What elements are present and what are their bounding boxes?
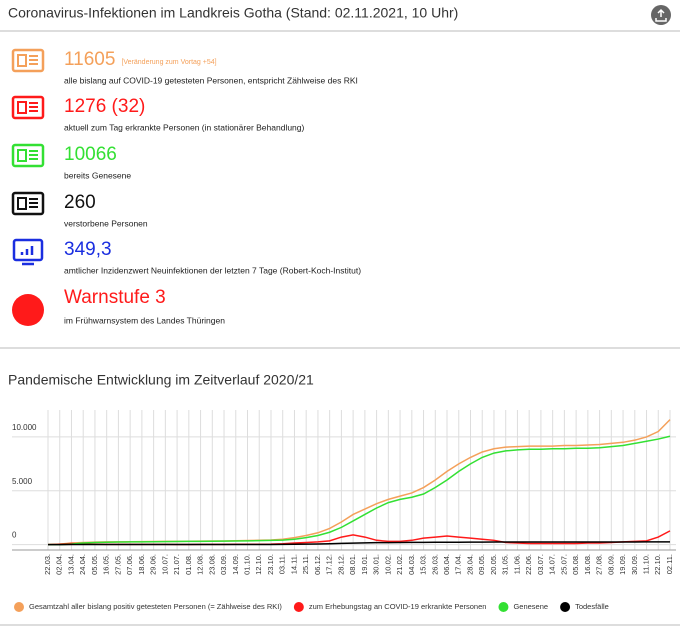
x-tick-label: 16.05. [102,554,111,575]
x-tick-label: 13.04. [66,554,75,575]
legend-marker [14,602,24,612]
x-tick-label: 23.10. [266,554,275,575]
stat-value: 349,3 [64,239,112,260]
card-icon [17,197,38,210]
card-icon [17,101,38,114]
stat-description: alle bislang auf COVID-19 getesteten Per… [64,75,358,85]
x-tick-label: 26.03. [430,554,439,575]
x-tick-label: 29.06. [149,554,158,575]
x-tick-label: 09.05. [477,554,486,575]
x-tick-label: 10.07. [160,554,169,575]
x-tick-label: 02.11. [665,554,674,574]
stat-note: [Veränderung zum Vortag +54] [121,59,216,66]
card-icon [11,95,45,120]
stat-value: 1276 (32) [64,96,145,117]
x-tick-label: 14.07. [548,554,557,575]
x-tick-label: 28.12. [336,554,345,575]
x-tick-label: 21.07. [172,554,181,575]
y-tick-label: 0 [12,531,17,540]
x-tick-label: 14.11. [289,554,298,574]
stat-value: 11605 [64,49,115,70]
x-tick-label: 14.09. [231,554,240,575]
stat-description: aktuell zum Tag erkrankte Personen (in s… [64,122,305,132]
x-tick-label: 15.03. [419,554,428,575]
x-tick-label: 05.05. [90,554,99,575]
stat-value: 10066 [64,144,117,165]
x-tick-label: 22.06. [524,554,533,575]
x-tick-label: 18.06. [137,554,146,575]
x-tick-label: 19.09. [618,554,627,575]
x-tick-label: 02.04. [55,554,64,575]
x-tick-label: 16.08. [583,554,592,575]
x-tick-label: 01.08. [184,554,193,575]
x-tick-label: 04.03. [407,554,416,575]
x-tick-label: 17.12. [325,554,334,575]
x-tick-label: 03.09. [219,554,228,575]
stat-description: verstorbene Personen [64,218,148,228]
x-tick-label: 03.11. [278,554,287,574]
x-tick-label: 05.08. [571,554,580,575]
legend-label: zum Erhebungstag an COVID-19 erkrankte P… [309,602,487,611]
x-tick-label: 03.07. [536,554,545,575]
x-tick-label: 30.01. [372,554,381,575]
monitor-icon [12,238,44,262]
x-tick-label: 27.08. [595,554,604,575]
x-tick-label: 10.02. [383,554,392,575]
x-tick-label: 27.05. [113,554,122,575]
warning-icon [12,294,44,326]
x-tick-label: 21.02. [395,554,404,575]
page-title: Coronavirus-Infektionen im Landkreis Got… [8,5,458,21]
legend-label: Gesamtzahl aller bislang positiv geteste… [29,602,282,611]
x-tick-label: 08.01. [348,554,357,575]
card-icon [11,48,45,73]
card-icon [17,54,38,67]
series-line [48,541,671,546]
legend-marker [498,602,509,612]
x-tick-label: 22.03. [43,554,52,575]
stat-description: amtlicher Inzidenzwert Neuinfektionen de… [64,265,361,275]
x-tick-label: 07.06. [125,554,134,575]
x-tick-label: 23.08. [207,554,216,575]
card-icon [11,143,45,168]
stat-value: 260 [64,192,96,213]
chart-title: Pandemische Entwicklung im Zeitverlauf 2… [8,372,314,388]
card-icon [17,149,38,162]
share-icon [655,8,667,22]
x-tick-label: 12.08. [196,554,205,575]
y-tick-label: 5.000 [12,477,33,486]
monitor-icon [20,246,34,266]
x-tick-label: 19.01. [360,554,369,575]
x-tick-label: 17.04. [454,554,463,575]
series-line [48,435,671,546]
legend-label: Todesfälle [575,602,609,611]
x-tick-label: 06.04. [442,554,451,575]
x-tick-label: 08.09. [606,554,615,575]
x-tick-label: 20.05. [489,554,498,575]
legend-marker [293,602,304,612]
stat-description: bereits Genesene [64,170,131,180]
x-tick-label: 30.09. [630,554,639,575]
legend-label: Genesene [513,602,548,611]
card-icon [11,191,45,216]
x-tick-label: 25.07. [559,554,568,575]
x-tick-label: 22.10. [653,554,662,575]
x-tick-label: 31.05. [501,554,510,575]
series-line [47,419,671,546]
legend-marker [560,602,571,612]
stat-value: Warnstufe 3 [64,287,166,308]
y-tick-label: 10.000 [12,423,37,432]
x-tick-label: 28.04. [465,554,474,575]
x-tick-label: 24.04. [78,554,87,575]
x-tick-label: 11.06. [512,554,521,574]
stat-description: im Frühwarnsystem des Landes Thüringen [64,315,225,325]
x-tick-label: 11.10. [642,554,651,574]
x-tick-label: 25.11. [301,554,310,574]
x-tick-label: 01.10. [242,554,251,575]
x-tick-label: 06.12. [313,554,322,575]
x-tick-label: 12.10. [254,554,263,575]
